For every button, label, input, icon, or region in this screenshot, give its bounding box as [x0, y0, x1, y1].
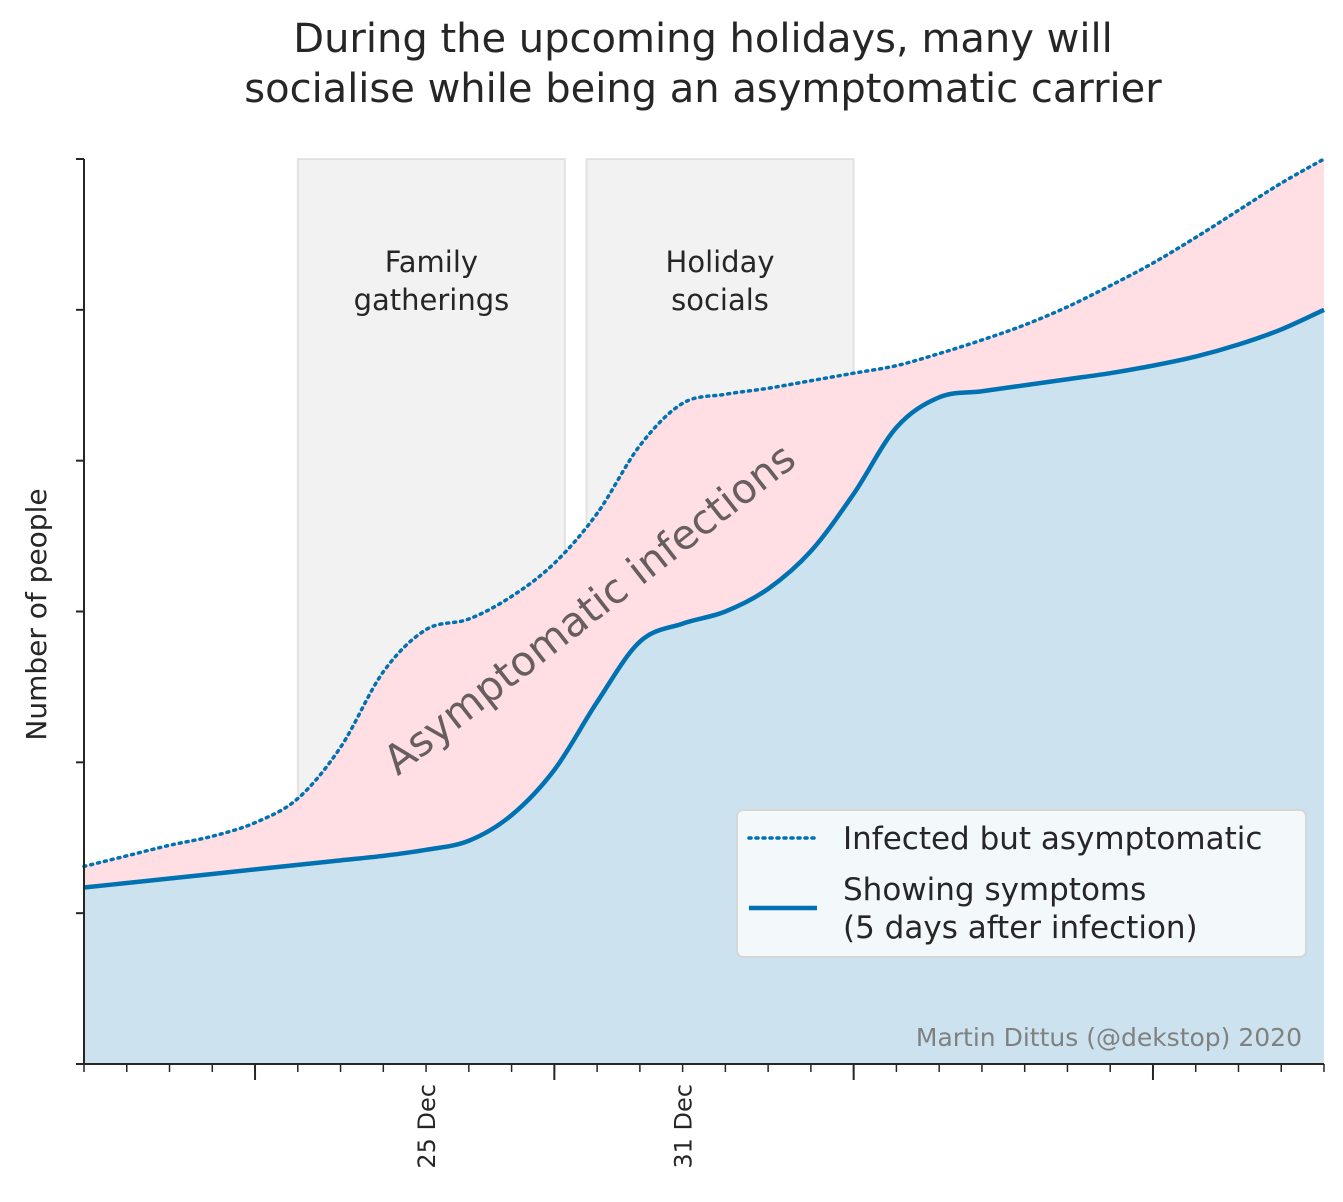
legend-box [736, 809, 1307, 958]
legend-label-symptoms-line-1: (5 days after infection) [843, 910, 1198, 946]
asymptomatic-area-fill [84, 159, 1324, 888]
shaded-period-label-1-0: Holiday [666, 245, 775, 279]
series-line-asymptomatic [82, 157, 1326, 869]
credit-text: Martin Dittus (@dekstop) 2020 [916, 1023, 1302, 1052]
legend-label-asymptomatic: Infected but asymptomatic [843, 821, 1262, 857]
shaded-period-label-0-0: Family [385, 245, 478, 279]
series-lines [82, 157, 1326, 890]
chart-title-line-1: During the upcoming holidays, many will [293, 16, 1113, 62]
chart-title: During the upcoming holidays, many will … [0, 14, 1343, 114]
shaded-period-label-0-1: gatherings [354, 283, 510, 317]
shaded-period-label-1-1: socials [671, 283, 769, 317]
y-axis-label: Number of people [20, 488, 53, 740]
series-line-symptoms [83, 307, 1325, 890]
x-tick-label-0: 25 Dec [413, 1084, 441, 1169]
legend: Infected but asymptomatic Showing symptom… [736, 809, 1307, 958]
x-tick-label-1: 31 Dec [670, 1084, 698, 1169]
chart-title-line-2: socialise while being an asymptomatic ca… [244, 66, 1162, 112]
legend-label-symptoms-line-0: Showing symptoms [843, 872, 1146, 908]
axes: 25 Dec 31 Dec Number of people [20, 158, 1325, 1169]
